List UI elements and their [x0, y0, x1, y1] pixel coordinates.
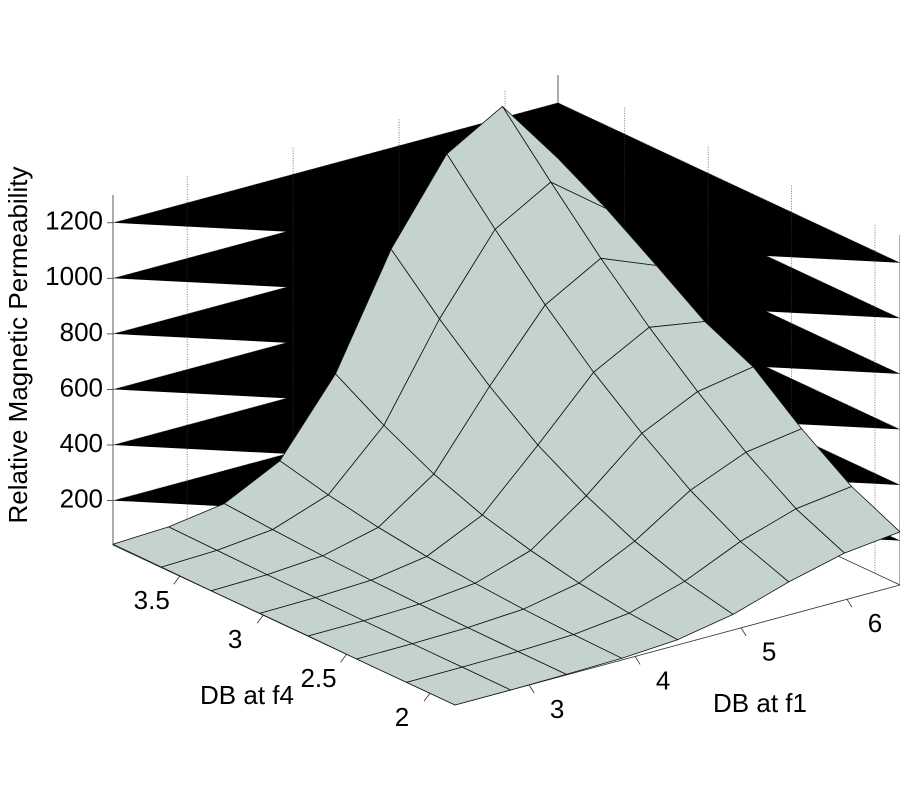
- z-tick-label: 200: [60, 483, 103, 513]
- surface-patch: [406, 666, 512, 706]
- y-tick-label: 2: [395, 702, 409, 732]
- y-tick: [340, 654, 347, 663]
- y-tick-label: 3.5: [134, 585, 170, 615]
- x-tick-label: 3: [550, 694, 564, 724]
- x-tick-label: 5: [762, 637, 776, 667]
- y-tick-label: 2.5: [300, 663, 336, 693]
- x-axis-label: DB at f1: [713, 688, 807, 718]
- y-tick: [173, 575, 181, 585]
- y-tick: [423, 693, 431, 702]
- z-tick-label: 600: [60, 372, 103, 402]
- y-tick: [256, 615, 264, 624]
- z-tick-label: 1200: [45, 206, 103, 236]
- x-tick-label: 4: [656, 665, 670, 695]
- x-tick: [634, 656, 641, 665]
- z-tick-label: 1000: [45, 261, 103, 291]
- z-tick-label: 800: [60, 317, 103, 347]
- x-tick: [528, 684, 535, 694]
- z-axis-label: Relative Magnetic Permeability: [3, 167, 33, 524]
- x-tick: [846, 599, 853, 608]
- z-tick-label: 400: [60, 428, 103, 458]
- x-tick: [740, 627, 747, 637]
- x-tick-label: 6: [868, 608, 882, 638]
- y-tick-label: 3: [228, 624, 242, 654]
- y-axis-label: DB at f4: [200, 680, 294, 710]
